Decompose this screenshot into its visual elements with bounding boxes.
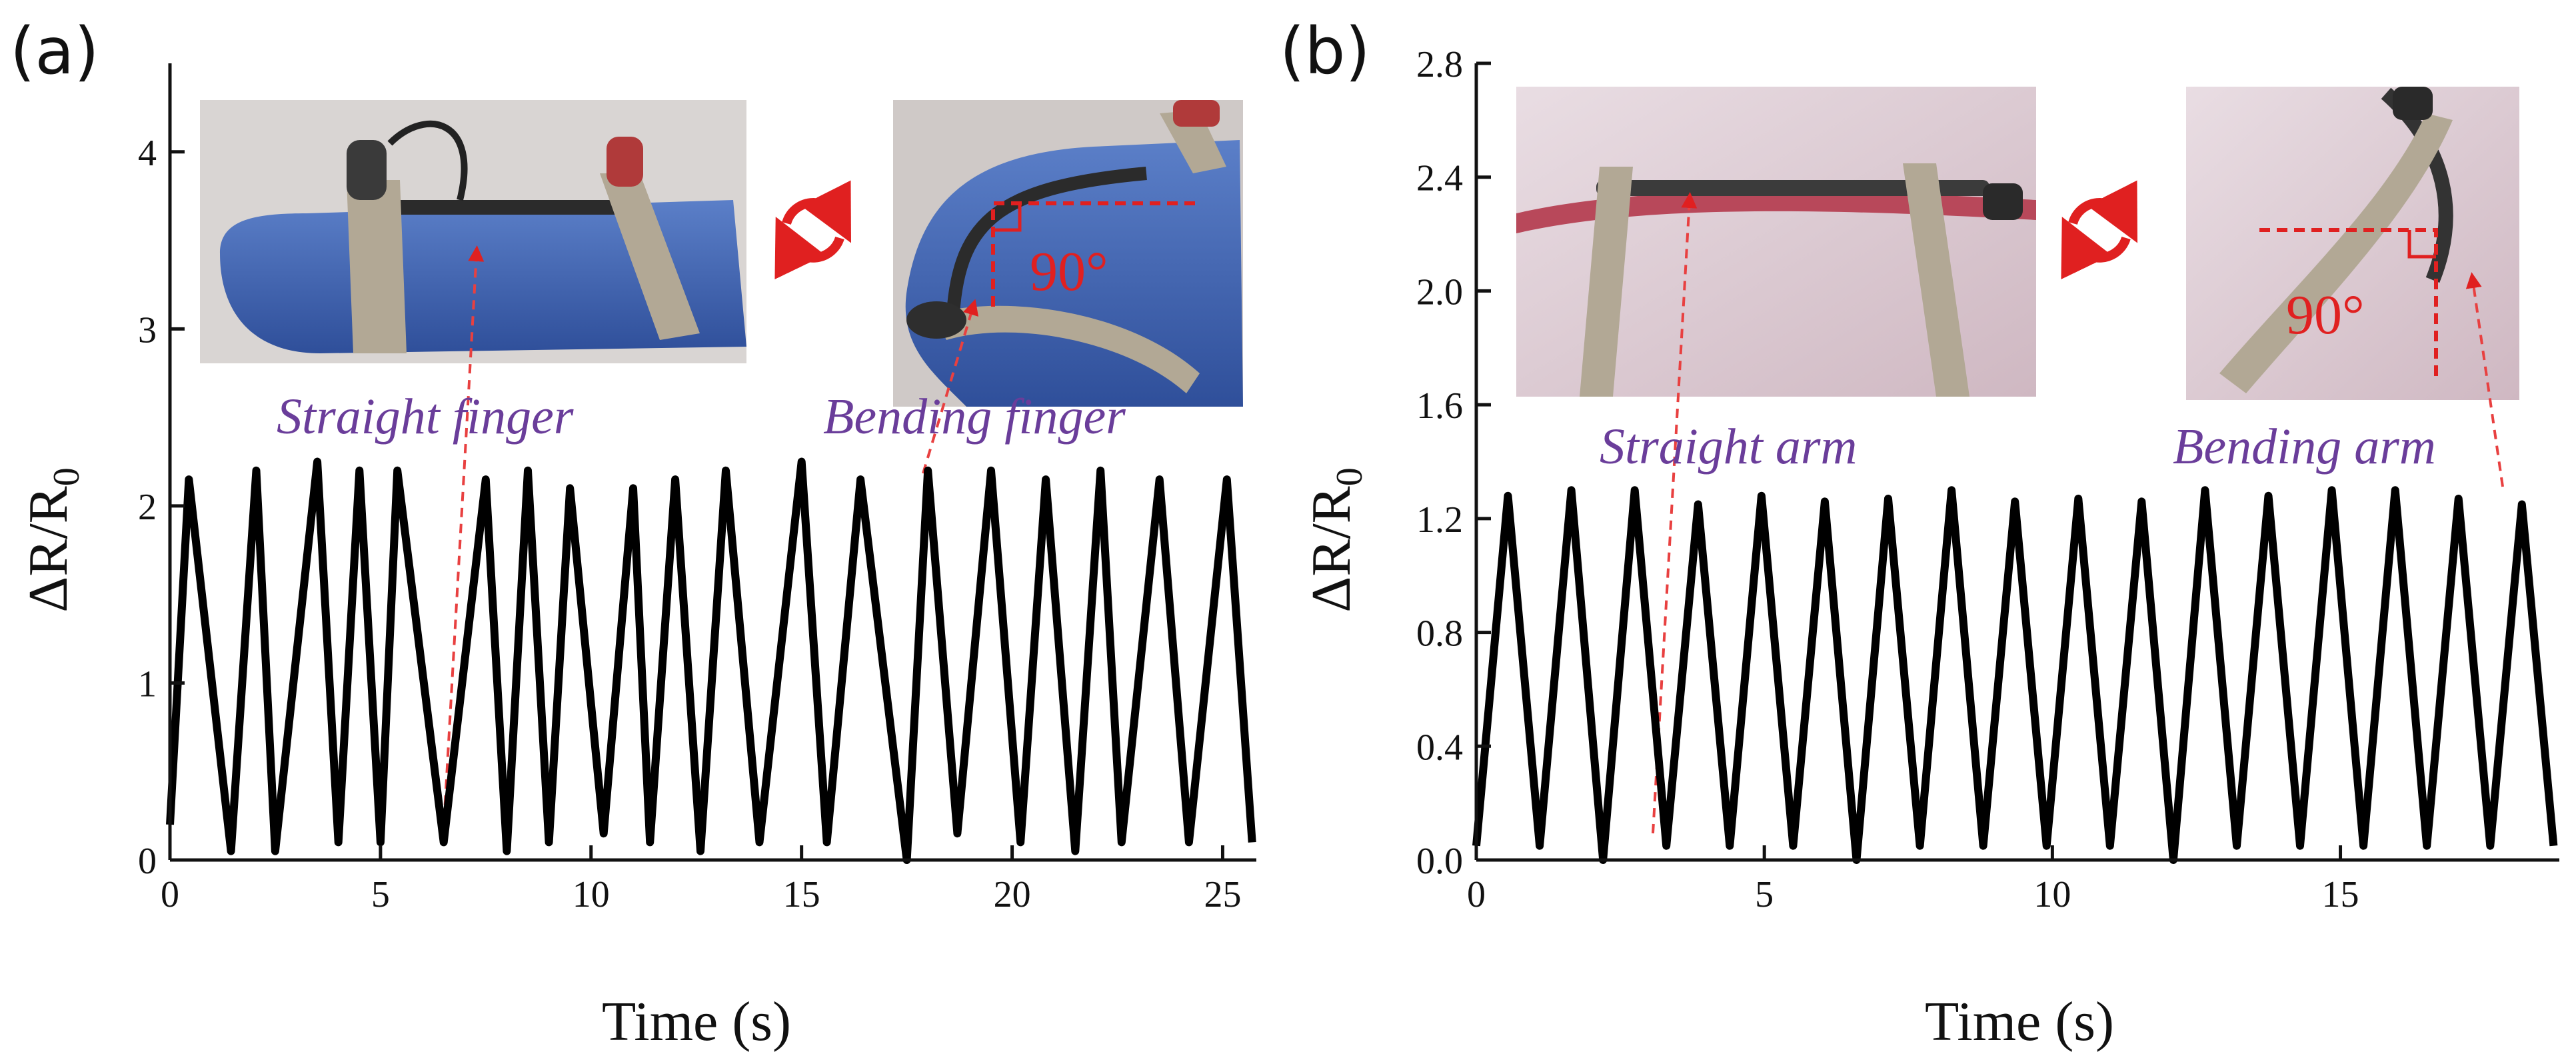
angle-label-b: 90° [2286,284,2365,346]
caption-straight-finger: Straight finger [277,389,574,445]
glove-bent [905,140,1243,407]
y-tick-label-a: 1 [138,663,157,705]
clip-arm [1983,183,2023,220]
photo-bending-arm: 90° [2186,87,2519,400]
arm-straight-shadow [1516,191,2036,233]
strap-arm-bent [2219,113,2453,393]
y-tick-label-b: 0.4 [1416,727,1463,768]
strap-straight-2 [600,173,700,340]
y-tick-label-b: 1.6 [1416,385,1463,427]
y-tick-label-b: 2.0 [1416,271,1463,313]
caption-bending-finger: Bending finger [823,389,1126,445]
x-axis-title-a: Time (s) [602,991,791,1053]
x-tick-label-a: 5 [371,874,390,915]
axes-b: 0 5 10 15 0.0 0.4 0.8 1.2 1.6 2.0 2.4 2.8 [1416,44,2559,915]
cycle-icon-b [2061,180,2138,280]
panel-a: (a) 90° [10,14,1256,1053]
angle-square-a [993,203,1022,232]
y-axis-title-b-sub: 0 [1329,467,1370,486]
panel-b: (b) 90° Straight arm Bending arm [1280,14,2559,1053]
angle-square-b [2407,230,2436,259]
series-line-a [166,457,1256,864]
cable-straight [387,120,468,201]
angle-label-a: 90° [1030,241,1108,303]
cycle-icon-a [774,180,852,280]
x-axis-title-b: Time (s) [1925,991,2114,1053]
series-line-b [1472,486,2558,864]
photo-straight-arm [1516,87,2036,397]
y-tick-label-a: 3 [138,309,157,351]
y-tick-label-b: 2.4 [1416,158,1463,199]
y-axis-title-a: ΔR/R0 [17,467,87,612]
pointer-bending-finger [922,299,979,474]
x-tick-label-a: 10 [573,874,610,915]
caption-bending-arm: Bending arm [2173,419,2436,475]
y-tick-label-b: 0.8 [1416,613,1463,655]
x-tick-label-a: 15 [783,874,820,915]
clip-straight-1 [347,140,387,200]
sensor-strip-bent [946,167,1147,314]
y-tick-label-b: 2.8 [1416,44,1463,85]
strap-bent-top [1160,110,1226,173]
x-tick-label-a: 20 [994,874,1031,915]
photo-straight-finger [200,100,746,363]
y-tick-label-a: 2 [138,487,157,528]
y-axis-title-b: ΔR/R0 [1300,467,1370,612]
sensor-strip-straight [373,200,633,215]
y-axis-title-a-main: ΔR/R [17,486,79,612]
axes-a: 0 5 10 15 20 25 0 1 2 3 4 [138,63,1256,915]
strap-straight-1 [347,180,407,353]
pointer-straight-finger [442,245,485,837]
clip-straight-2 [607,137,643,187]
x-tick-label-b: 0 [1467,874,1486,915]
clip-bent [906,301,966,339]
x-tick-label-a: 25 [1204,874,1241,915]
y-tick-label-b: 0.0 [1416,841,1463,882]
y-axis-title-b-main: ΔR/R [1300,486,1362,612]
angle-marker-b [2259,228,2438,377]
panel-b-letter: (b) [1280,14,1370,89]
photo-bending-finger: 90° [893,100,1243,407]
clip-arm-bent [2393,87,2433,120]
y-axis-title-a-sub: 0 [46,467,87,486]
sensor-strip-arm [1596,180,1989,196]
y-tick-label-b: 1.2 [1416,499,1463,541]
x-tick-label-b: 15 [2322,874,2359,915]
strap-arm-1 [1580,167,1633,397]
x-tick-label-b: 5 [1755,874,1774,915]
caption-straight-arm: Straight arm [1600,419,1857,475]
x-tick-label-b: 10 [2033,874,2071,915]
pointer-straight-arm [1652,192,1698,834]
y-tick-label-a: 4 [138,133,157,174]
pointer-bending-arm [2465,272,2504,487]
x-tick-label-a: 0 [161,874,179,915]
panel-a-letter: (a) [10,14,99,89]
strap-bent [933,305,1200,393]
strap-arm-2 [1903,163,1969,397]
clip-bent-red [1173,100,1220,127]
y-tick-label-a: 0 [138,841,157,882]
